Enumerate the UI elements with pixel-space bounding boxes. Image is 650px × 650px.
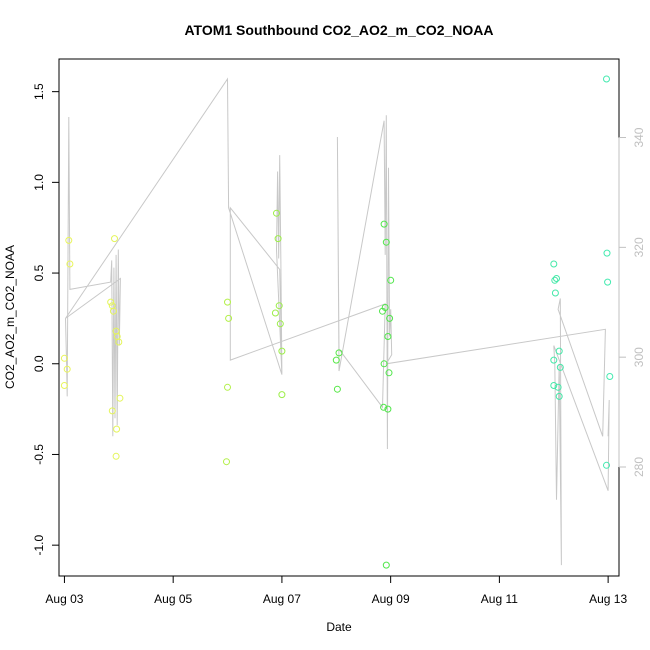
y-tick-label: 1.5 [32,83,46,100]
data-point [276,320,284,328]
data-point [555,347,563,355]
data-point [109,307,117,315]
y2-tick-label: 280 [632,457,646,477]
data-point [112,452,120,460]
x-tick-label: Aug 03 [45,592,83,606]
y2-tick-label: 320 [632,237,646,257]
line-layer [65,77,610,566]
data-point [65,236,73,244]
y-tick-label: -1.0 [32,535,46,556]
data-point [380,360,388,368]
data-point [550,382,558,389]
data-point [108,407,116,415]
x-tick-label: Aug 11 [481,592,518,606]
y-axis-label: CO2_AO2_m_CO2_NOAA [3,245,17,389]
data-point [63,365,71,373]
data-point [223,458,230,466]
x-axis-label: Date [326,620,352,634]
data-point [603,75,610,83]
data-point [115,338,123,346]
data-point [224,383,231,391]
y-tick-label: -0.5 [32,444,46,465]
data-point [553,275,560,282]
data-point [332,356,340,364]
y-tick-label: 0.5 [32,264,46,281]
data-point [387,276,395,284]
chart-title: ATOM1 Southbound CO2_AO2_m_CO2_NOAA [184,22,493,38]
data-point [384,405,392,413]
data-point [274,235,282,243]
data-point [603,461,610,469]
data-point [273,209,280,217]
data-point [551,289,559,297]
y-tick-label: 1.0 [32,174,46,191]
data-point [278,347,286,355]
data-line [65,77,610,566]
data-point [555,392,563,400]
data-point [386,314,394,322]
data-point [333,385,341,393]
x-tick-label: Aug 09 [372,592,410,606]
data-point [603,249,611,257]
y-axis: -1.0 -0.5 0.0 0.5 1.0 1.5 [32,83,60,556]
x-tick-label: Aug 13 [589,592,627,606]
data-point [111,235,118,243]
data-point [606,373,614,380]
data-point [271,309,279,317]
data-point [335,349,343,357]
data-point [66,260,74,268]
y2-axis: 280 300 320 340 [618,127,646,477]
data-point [382,238,390,246]
data-point [60,382,68,389]
data-point [116,394,124,402]
data-point [380,403,388,411]
data-point [113,425,121,433]
data-point [604,278,612,286]
y2-tick-label: 340 [632,127,646,147]
data-point [225,314,233,322]
data-point [379,307,386,315]
data-point [107,298,115,306]
data-point [60,354,68,362]
data-point [380,220,388,228]
data-point [224,298,231,306]
x-tick-label: Aug 05 [154,592,192,606]
data-point [554,383,562,391]
data-point [384,333,392,340]
data-point [556,363,564,371]
x-tick-label: Aug 07 [263,592,301,606]
data-point [385,369,393,377]
data-point [551,276,559,284]
y-tick-label: 0.0 [32,355,46,372]
y2-tick-label: 300 [632,347,646,367]
data-point [550,356,558,364]
data-point [275,302,283,310]
data-point [382,561,390,569]
points-layer [60,75,614,569]
data-point [550,260,558,268]
x-axis: Aug 03 Aug 05 Aug 07 Aug 09 Aug 11 Aug 13 [45,575,627,606]
data-point [278,391,286,399]
